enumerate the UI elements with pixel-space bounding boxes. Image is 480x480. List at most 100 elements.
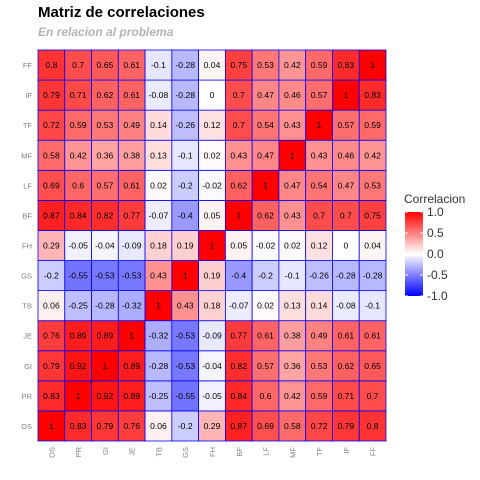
heatmap-cell [358, 49, 387, 81]
y-tick-label: TB [22, 302, 32, 311]
legend-tick-label: 0.5 [427, 226, 444, 240]
heatmap-cell [91, 49, 119, 81]
heatmap-cell [117, 49, 146, 81]
cell-value-label: 0.54 [257, 120, 274, 130]
heatmap-cell [37, 139, 66, 171]
cell-value-label: 1 [103, 361, 108, 371]
cell-value-label: 0.57 [311, 90, 328, 100]
heatmap-cell [358, 380, 387, 412]
heatmap-cell [305, 139, 333, 171]
cell-value-label: 0.14 [150, 120, 167, 130]
heatmap-cell [332, 320, 360, 352]
cell-value-label: 0.59 [70, 120, 87, 130]
cell-value-label: -0.1 [365, 301, 380, 311]
cell-value-label: 0.82 [230, 361, 247, 371]
cell-value-label: 0.84 [230, 391, 247, 401]
heatmap-cell [37, 169, 66, 201]
cell-value-label: -0.2 [178, 180, 193, 190]
legend-tick-label: 1.0 [427, 205, 444, 219]
cell-value-label: 0.47 [284, 180, 301, 190]
heatmap-cell [144, 380, 173, 412]
cell-value-label: 0.75 [364, 210, 381, 220]
heatmap-cell [358, 290, 387, 322]
color-legend: 1.0 0.5 0.0 -0.5 -1.0 [405, 205, 448, 303]
heatmap-cell [251, 350, 280, 382]
cell-value-label: 0.62 [97, 90, 114, 100]
cell-value-label: 0.62 [337, 361, 354, 371]
x-tick-label: MF [288, 447, 297, 458]
cell-value-label: 0.19 [204, 271, 221, 281]
heatmap-cell [91, 79, 119, 111]
cell-value-label: 0.61 [337, 331, 354, 341]
cell-value-label: -0.28 [363, 271, 383, 281]
cell-value-label: -0.4 [231, 271, 246, 281]
cell-value-label: 1 [290, 150, 295, 160]
x-tick-label: TB [154, 447, 163, 457]
heatmap-cell [332, 79, 360, 111]
cell-value-label: 1 [317, 120, 322, 130]
heatmap-cell [224, 49, 253, 81]
y-tick-label: BF [22, 211, 32, 220]
heatmap-cell [305, 199, 333, 231]
cell-value-label: 0.71 [337, 391, 354, 401]
x-tick-label: IF [342, 447, 351, 454]
cell-value-label: -0.07 [229, 301, 249, 311]
heatmap-cell [117, 79, 146, 111]
heatmap-cell [37, 79, 66, 111]
cell-value-label: 0.57 [337, 120, 354, 130]
heatmap-cell [91, 230, 119, 261]
heatmap-cell [278, 350, 307, 382]
cell-value-label: 0.42 [364, 150, 381, 160]
heatmap-cell [305, 230, 333, 261]
y-tick-label: FH [22, 242, 32, 251]
heatmap-cell [144, 169, 173, 201]
heatmap-cell [198, 109, 226, 141]
cell-value-label: 0.19 [177, 241, 194, 251]
cell-value-label: 0.89 [123, 391, 140, 401]
cell-value-label: 0.57 [97, 180, 114, 190]
heatmap-cells [37, 49, 387, 442]
heatmap-cell [144, 79, 173, 111]
cell-value-label: -0.53 [175, 331, 195, 341]
cell-value-label: 0.75 [230, 60, 247, 70]
cell-value-label: 0.6 [72, 180, 84, 190]
cell-value-label: -0.25 [149, 391, 169, 401]
heatmap-cell [224, 350, 253, 382]
cell-value-label: -0.08 [149, 90, 169, 100]
cell-value-label: 0.7 [233, 90, 245, 100]
cell-value-label: 0.79 [43, 361, 60, 371]
y-tick-label: GS [21, 272, 32, 281]
cell-value-label: 0.47 [337, 180, 354, 190]
cell-value-label: 0.61 [123, 60, 140, 70]
cell-value-label: -0.02 [256, 241, 276, 251]
heatmap-cell [251, 169, 280, 201]
cell-value-label: 0.43 [284, 210, 301, 220]
heatmap-cell [64, 109, 92, 141]
cell-value-label: 0.62 [230, 180, 247, 190]
cell-value-label: 0.83 [337, 60, 354, 70]
heatmap-cell [278, 109, 307, 141]
cell-value-label: 0.04 [364, 241, 381, 251]
cell-value-label: 0.43 [284, 120, 301, 130]
cell-value-label: 0.79 [337, 421, 354, 431]
heatmap-cell [37, 49, 66, 81]
cell-value-label: 0.06 [43, 301, 60, 311]
cell-value-label: 0.43 [311, 150, 328, 160]
heatmap-cell [224, 320, 253, 352]
heatmap-cell [64, 260, 92, 292]
cell-value-label: 0.69 [257, 421, 274, 431]
heatmap-cell [278, 139, 307, 171]
cell-value-label: 0.59 [311, 60, 328, 70]
cell-value-label: -0.25 [68, 301, 88, 311]
heatmap-cell [117, 199, 146, 231]
cell-value-label: 0.06 [150, 421, 167, 431]
heatmap-cell [91, 109, 119, 141]
heatmap-cell [332, 380, 360, 412]
x-tick-label: TF [315, 447, 324, 457]
y-tick-label: JE [23, 332, 32, 341]
heatmap-cell [171, 350, 200, 382]
cell-value-label: -0.28 [336, 271, 356, 281]
cell-value-label: 0.57 [257, 361, 274, 371]
heatmap-cell [251, 139, 280, 171]
cell-value-label: 0.02 [204, 150, 221, 160]
